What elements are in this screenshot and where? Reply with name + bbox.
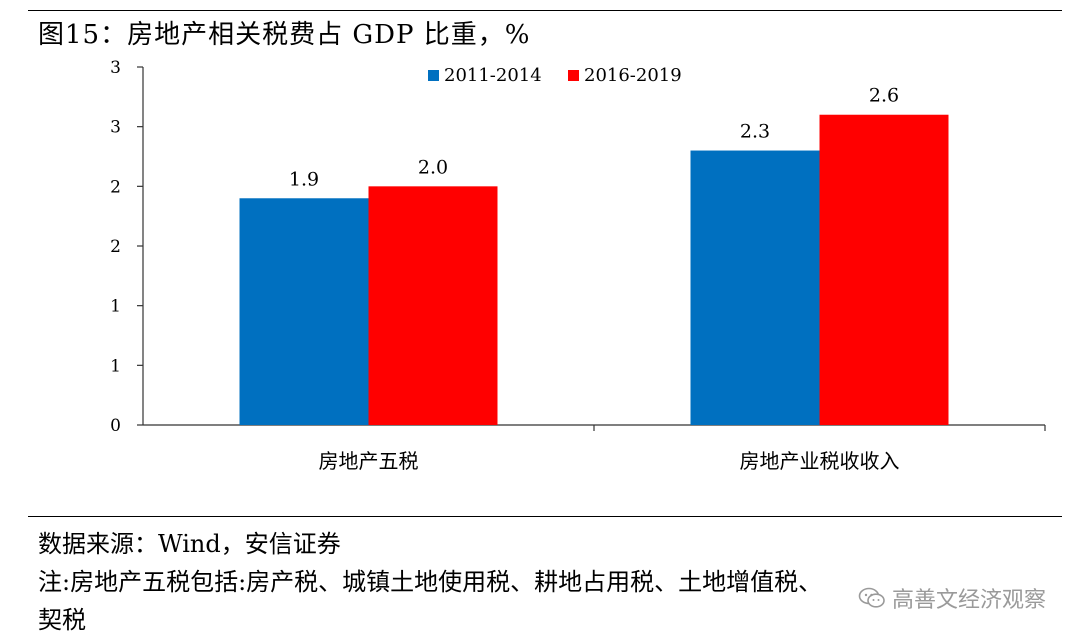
legend-label-1: 2011-2014 [444,65,542,86]
y-tick-label: 1 [110,356,121,376]
data-label: 1.9 [289,168,319,190]
chart-legend: 2011-2014 2016-2019 [428,65,682,86]
y-tick-label: 3 [110,58,121,78]
data-label: 2.0 [418,156,448,178]
chart-bars: 1.9 2.0 2.3 2.6 [239,85,949,426]
bar-1-1 [239,198,369,425]
legend-swatch-1 [428,70,439,81]
top-rule [28,10,1062,11]
watermark: 高善文经济观察 [858,582,1046,614]
y-tick-label: 1 [110,297,121,317]
legend-label-2: 2016-2019 [584,65,682,86]
y-tick-label: 0 [110,416,121,436]
chart-title: 图15：房地产相关税费占 GDP 比重，% [38,20,531,50]
footer-rule [28,516,1062,517]
y-tick-label: 2 [110,237,121,257]
legend-swatch-2 [568,70,579,81]
y-tick-label: 3 [110,118,121,138]
data-label: 2.3 [740,121,770,143]
x-category-label: 房地产业税收收入 [740,449,900,473]
bar-2-1 [368,186,498,425]
data-label: 2.6 [869,85,899,107]
y-tick-label: 2 [110,177,121,197]
bar-2-2 [819,114,949,425]
source-note: 数据来源：Wind，安信证券 [38,530,341,558]
bar-chart: 0 1 1 2 2 3 3 房地产五税 房地产业税收收入 1.9 2.0 2.3 2.6 2011-2… [110,58,1046,473]
wechat-icon [858,587,885,608]
footnote-line-2: 契税 [38,606,86,634]
watermark-text: 高善文经济观察 [891,588,1046,613]
bar-1-2 [690,150,820,426]
footnote-line-1: 注:房地产五税包括:房产税、城镇土地使用税、耕地占用税、土地增值税、 [38,568,823,596]
x-category-label: 房地产五税 [319,449,419,473]
